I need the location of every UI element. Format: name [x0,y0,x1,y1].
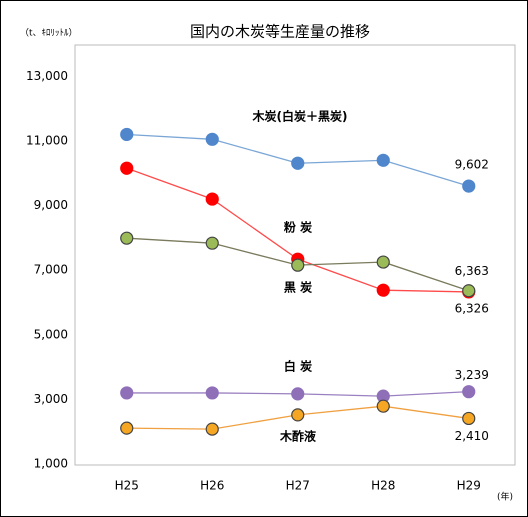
x-unit: (年) [497,491,513,503]
point [120,161,134,175]
point [120,127,134,142]
x-tick-label: H27 [286,479,310,493]
series-label: 黒 炭 [284,280,312,295]
point [462,385,476,399]
point [120,231,134,245]
chart-title: 国内の木炭等生産量の推移 [190,23,370,41]
y-unit: （t、ｷﾛﾘｯﾄﾙ） [20,28,78,39]
point [205,236,219,250]
y-tick-label: 3,000 [34,392,68,406]
x-tick-label: H26 [200,479,224,493]
point [205,192,219,206]
point [291,258,305,272]
value-label: 3,239 [455,368,489,382]
point [462,411,476,426]
point [376,153,390,167]
value-label: 6,326 [455,301,489,315]
point [462,284,476,298]
x-tick-label: H25 [115,479,139,493]
y-tick-label: 5,000 [34,327,68,341]
point [205,132,219,146]
x-tick-label: H29 [457,479,481,493]
point [376,399,390,413]
point [376,283,390,297]
y-tick-label: 1,000 [34,457,68,471]
point [120,421,134,435]
point [291,408,305,422]
y-tick-label: 9,000 [34,198,68,212]
y-tick-label: 7,000 [34,263,68,277]
x-tick-label: H28 [371,479,395,493]
y-tick-label: 13,000 [26,69,68,83]
point [120,386,134,400]
point [291,156,305,170]
series-label: 木酢液 [279,429,316,444]
point [291,387,305,401]
plot-area [74,44,516,466]
series-label: 白 炭 [284,359,312,374]
value-label: 2,410 [455,429,489,443]
point [462,179,476,193]
value-label: 6,363 [455,264,489,278]
point [376,255,390,269]
point [205,422,219,436]
point [205,386,219,400]
series-label: 木炭(白炭＋黒炭) [252,109,348,124]
series-label: 粉 炭 [284,220,312,235]
y-tick-label: 11,000 [26,133,68,147]
value-label: 9,602 [455,158,489,172]
